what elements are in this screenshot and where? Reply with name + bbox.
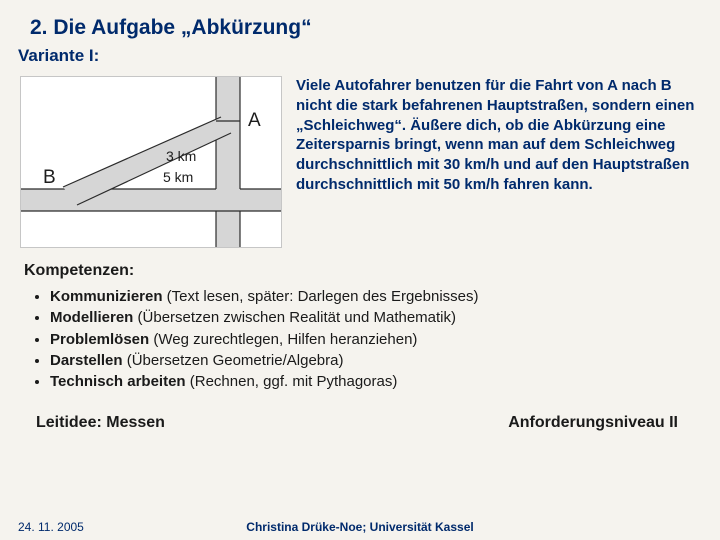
list-item: Modellieren (Übersetzen zwischen Realitä… bbox=[50, 307, 702, 328]
kompetenzen-list: Kommunizieren (Text lesen, später: Darle… bbox=[32, 286, 702, 392]
slide-title: 2. Die Aufgabe „Abkürzung“ bbox=[30, 16, 702, 40]
problem-text: Viele Autofahrer benutzen für die Fahrt … bbox=[296, 76, 702, 195]
list-item: Technisch arbeiten (Rechnen, ggf. mit Py… bbox=[50, 371, 702, 392]
diagram-dist-5km: 5 km bbox=[163, 169, 193, 185]
variant-label: Variante I: bbox=[18, 46, 702, 66]
shortcut-diagram: A B 3 km 5 km bbox=[20, 76, 282, 248]
list-item: Problemlösen (Weg zurechtlegen, Hilfen h… bbox=[50, 329, 702, 350]
footer-author: Christina Drüke-Noe; Universität Kassel bbox=[18, 520, 702, 534]
list-item: Darstellen (Übersetzen Geometrie/Algebra… bbox=[50, 350, 702, 371]
leitidee: Leitidee: Messen bbox=[36, 414, 165, 432]
kompetenzen-heading: Kompetenzen: bbox=[24, 262, 702, 280]
anforderungsniveau: Anforderungsniveau II bbox=[508, 414, 678, 432]
list-item: Kommunizieren (Text lesen, später: Darle… bbox=[50, 286, 702, 307]
diagram-label-a: A bbox=[248, 110, 261, 132]
footer-date: 24. 11. 2005 bbox=[18, 520, 84, 534]
slide-footer: 24. 11. 2005 Christina Drüke-Noe; Univer… bbox=[0, 520, 720, 534]
diagram-label-b: B bbox=[43, 167, 56, 189]
diagram-dist-3km: 3 km bbox=[166, 148, 196, 164]
